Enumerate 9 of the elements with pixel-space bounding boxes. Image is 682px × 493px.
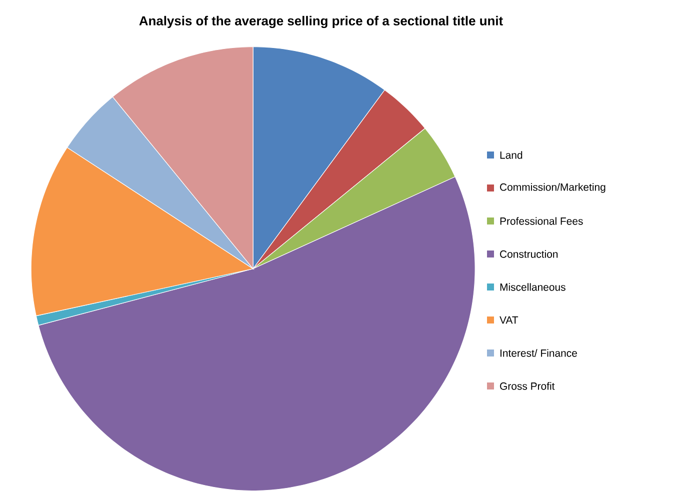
legend-label: Professional Fees <box>500 217 583 225</box>
legend-label: Land <box>500 151 522 159</box>
legend-label: Miscellaneous <box>500 283 566 291</box>
legend-label: Interest/ Finance <box>500 349 577 357</box>
legend-label: Gross Profit <box>500 382 555 390</box>
chart-title: Analysis of the average selling price of a sectional title unit <box>139 16 503 28</box>
legend-label: VAT <box>500 316 518 324</box>
legend-label: Commission/Marketing <box>500 183 606 193</box>
legend-label: Construction <box>500 250 558 258</box>
